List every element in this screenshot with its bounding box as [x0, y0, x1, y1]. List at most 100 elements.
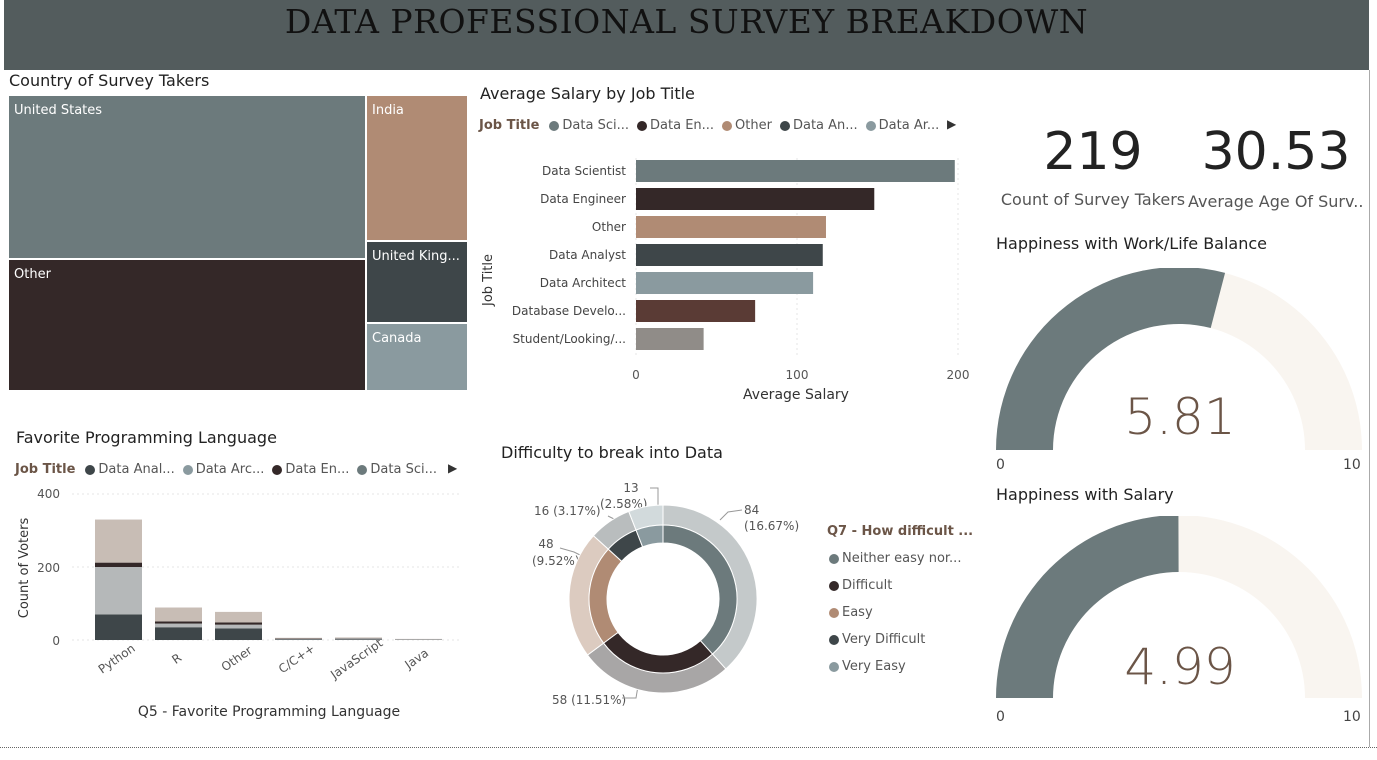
legend-label: Data En...: [285, 462, 350, 477]
treemap-tile-united-kingdom[interactable]: United King...: [367, 242, 467, 322]
legend-item[interactable]: Neither easy nor...: [827, 545, 973, 572]
legend-item[interactable]: Very Easy: [827, 653, 973, 680]
x-tick-label: 100: [786, 368, 809, 382]
x-category-label: C/C++: [276, 641, 318, 676]
language-bar-segment[interactable]: [155, 623, 202, 628]
y-category-label: Data Architect: [540, 276, 627, 290]
leader-line: [650, 487, 659, 508]
treemap-tile-canada[interactable]: Canada: [367, 324, 467, 390]
legend-item[interactable]: Other: [720, 118, 772, 133]
language-bar-segment[interactable]: [155, 627, 202, 640]
salary-bar[interactable]: [636, 160, 955, 182]
donut-data-label: 58 (11.51%): [552, 693, 626, 707]
salary-bar[interactable]: [636, 216, 826, 238]
work-life-gauge[interactable]: [994, 268, 1364, 454]
legend-label: Data Ar...: [878, 118, 940, 133]
legend-item[interactable]: Data Sci...: [547, 118, 629, 133]
donut-data-label: (16.67%): [744, 519, 799, 533]
salary-x-axis-label: Average Salary: [743, 387, 849, 403]
language-bar-segment[interactable]: [95, 567, 142, 615]
x-tick-label: 200: [947, 368, 970, 382]
legend-label: Neither easy nor...: [842, 551, 962, 566]
language-bar-segment[interactable]: [95, 519, 142, 563]
legend-dot-icon: [357, 464, 368, 475]
gauge-title: Happiness with Work/Life Balance: [996, 234, 1268, 253]
legend-next-arrow-icon[interactable]: ▶: [947, 117, 957, 131]
donut-slice[interactable]: [635, 524, 664, 548]
language-bar-segment[interactable]: [155, 607, 202, 622]
legend-item[interactable]: Difficult: [827, 572, 973, 599]
canvas-bottom-border: [0, 747, 1377, 748]
legend-dot-icon: [722, 120, 733, 131]
y-category-label: Student/Looking/...: [513, 332, 626, 346]
donut-data-label: 13: [623, 481, 638, 495]
language-bar-segment[interactable]: [335, 639, 382, 640]
salary-bar-chart[interactable]: Job Title Average Salary 0 100 200 Data …: [476, 150, 976, 410]
gauge-fill: [996, 268, 1226, 450]
gauge-min-label: 0: [996, 457, 1005, 473]
legend-title: Job Title: [479, 118, 540, 133]
y-tick-label: 0: [52, 634, 60, 648]
legend-dot-icon: [272, 464, 283, 475]
y-category-label: Database Develo...: [512, 304, 626, 318]
country-treemap[interactable]: United States India Other United King...…: [9, 96, 468, 390]
donut-data-label: (2.58%): [600, 497, 647, 511]
legend-label: Data En...: [650, 118, 715, 133]
language-bar-segment[interactable]: [95, 562, 142, 567]
language-bar-segment[interactable]: [215, 622, 262, 625]
treemap-tile-india[interactable]: India: [367, 96, 467, 240]
legend-item[interactable]: Data An...: [778, 118, 858, 133]
lang-x-axis-label: Q5 - Favorite Programming Language: [138, 704, 400, 720]
salary-chart-legend: Job Title Data Sci... Data En... Other D…: [479, 118, 945, 133]
donut-data-label: 48: [538, 537, 553, 551]
language-stacked-bar-chart[interactable]: Count of Voters Q5 - Favorite Programmin…: [10, 484, 470, 730]
legend-item[interactable]: Data En...: [635, 118, 714, 133]
language-bar-segment[interactable]: [95, 614, 142, 640]
x-category-label: JavaScript: [327, 636, 385, 683]
salary-bar[interactable]: [636, 300, 756, 322]
legend-item[interactable]: Data Sci...: [355, 462, 437, 477]
gauge-max-label: 10: [1343, 709, 1361, 725]
language-bar-segment[interactable]: [335, 638, 382, 640]
kpi-count-value: 219: [1043, 122, 1143, 182]
treemap-tile-other[interactable]: Other: [9, 260, 365, 390]
gauge-fill: [996, 516, 1179, 698]
legend-label: Data Anal...: [98, 462, 175, 477]
salary-chart-title: Average Salary by Job Title: [480, 84, 695, 103]
language-bar-segment[interactable]: [275, 639, 322, 640]
language-bar-segment[interactable]: [155, 621, 202, 624]
language-bar-segment[interactable]: [215, 611, 262, 623]
language-bar-segment[interactable]: [275, 637, 322, 639]
salary-bar[interactable]: [636, 188, 875, 210]
donut-chart-title: Difficulty to break into Data: [501, 443, 723, 462]
legend-dot-icon: [829, 553, 839, 564]
lang-y-axis-label: Count of Voters: [17, 518, 32, 619]
salary-bar[interactable]: [636, 272, 814, 294]
legend-label: Data Sci...: [562, 118, 630, 133]
y-category-label: Data Analyst: [549, 248, 626, 262]
x-category-label: Other: [219, 643, 255, 674]
salary-bar[interactable]: [636, 244, 823, 266]
legend-item[interactable]: Data Ar...: [864, 118, 940, 133]
salary-happiness-gauge[interactable]: [994, 516, 1364, 702]
treemap-tile-label: India: [372, 103, 404, 118]
legend-item[interactable]: Very Difficult: [827, 626, 973, 653]
legend-label: Data Arc...: [195, 462, 265, 477]
language-bar-segment[interactable]: [335, 637, 382, 639]
canvas-right-border: [1369, 70, 1370, 747]
y-tick-label: 400: [37, 487, 60, 501]
legend-item[interactable]: Data En...: [270, 462, 349, 477]
language-bar-segment[interactable]: [215, 628, 262, 640]
language-bar-segment[interactable]: [215, 624, 262, 629]
treemap-title: Country of Survey Takers: [9, 71, 210, 90]
treemap-tile-united-states[interactable]: United States: [9, 96, 365, 258]
legend-item[interactable]: Data Anal...: [83, 462, 175, 477]
salary-bar[interactable]: [636, 328, 704, 350]
difficulty-donut-chart[interactable]: 84 (16.67%) 58 (11.51%) 48 (9.52%) 16 (3…: [498, 476, 818, 716]
legend-item[interactable]: Data Arc...: [181, 462, 265, 477]
legend-dot-icon: [829, 580, 839, 591]
legend-next-arrow-icon[interactable]: ▶: [448, 461, 458, 475]
legend-item[interactable]: Easy: [827, 599, 973, 626]
donut-legend: Q7 - How difficult ... Neither easy nor.…: [827, 524, 973, 680]
gauge-title: Happiness with Salary: [996, 485, 1174, 504]
